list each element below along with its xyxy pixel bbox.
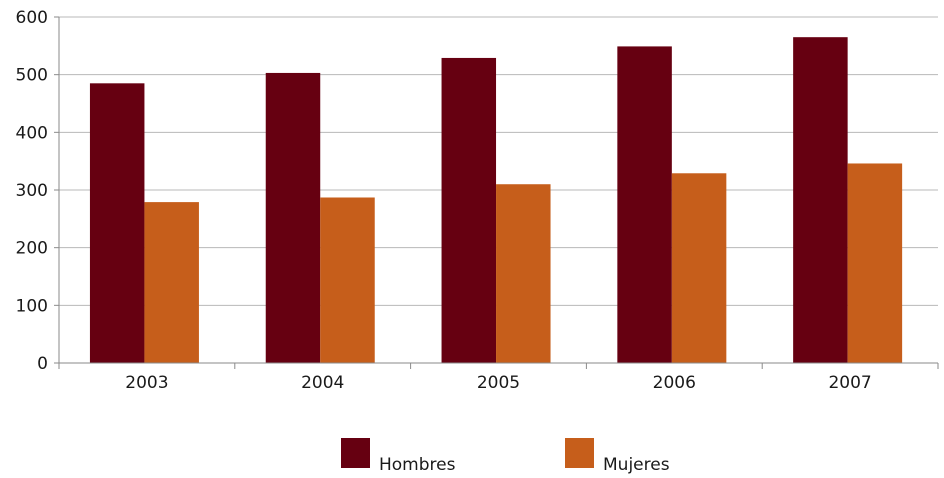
legend-swatch-mujeres: [565, 438, 594, 468]
bar-mujeres-2006: [671, 173, 727, 363]
x-axis-tick-labels: 2003 2004 2005 2006 2007: [125, 373, 871, 393]
y-tick-label: 500: [16, 66, 48, 86]
y-tick-label: 100: [16, 296, 48, 316]
bar-mujeres-2004: [320, 197, 375, 363]
bar-hombres-2007: [793, 37, 848, 363]
x-tick-label: 2003: [125, 373, 168, 393]
y-tick-label: 400: [16, 123, 48, 143]
bar-mujeres-2005: [496, 184, 551, 363]
bar-mujeres-2007: [847, 163, 903, 363]
x-tick-label: 2005: [477, 373, 520, 393]
y-tick-label: 300: [16, 181, 48, 201]
bars: [89, 37, 903, 364]
bar-hombres-2006: [617, 46, 672, 363]
y-tick-label: 600: [16, 8, 48, 28]
legend: Hombres Mujeres: [341, 438, 670, 475]
axes: [54, 16, 939, 369]
bar-hombres-2005: [441, 57, 497, 364]
x-tick-label: 2006: [653, 373, 696, 393]
bar-hombres-2003: [89, 83, 145, 364]
legend-label-mujeres: Mujeres: [603, 455, 670, 474]
bar-hombres-2004: [265, 72, 321, 363]
x-tick-label: 2004: [301, 373, 344, 393]
y-tick-label: 0: [37, 354, 48, 374]
bar-mujeres-2003: [144, 202, 199, 363]
y-axis-tick-labels: 0 100 200 300 400 500 600: [16, 8, 48, 374]
legend-swatch-hombres: [341, 438, 370, 468]
legend-label-hombres: Hombres: [379, 455, 456, 474]
y-tick-label: 200: [16, 239, 48, 259]
x-tick-label: 2007: [828, 373, 871, 393]
